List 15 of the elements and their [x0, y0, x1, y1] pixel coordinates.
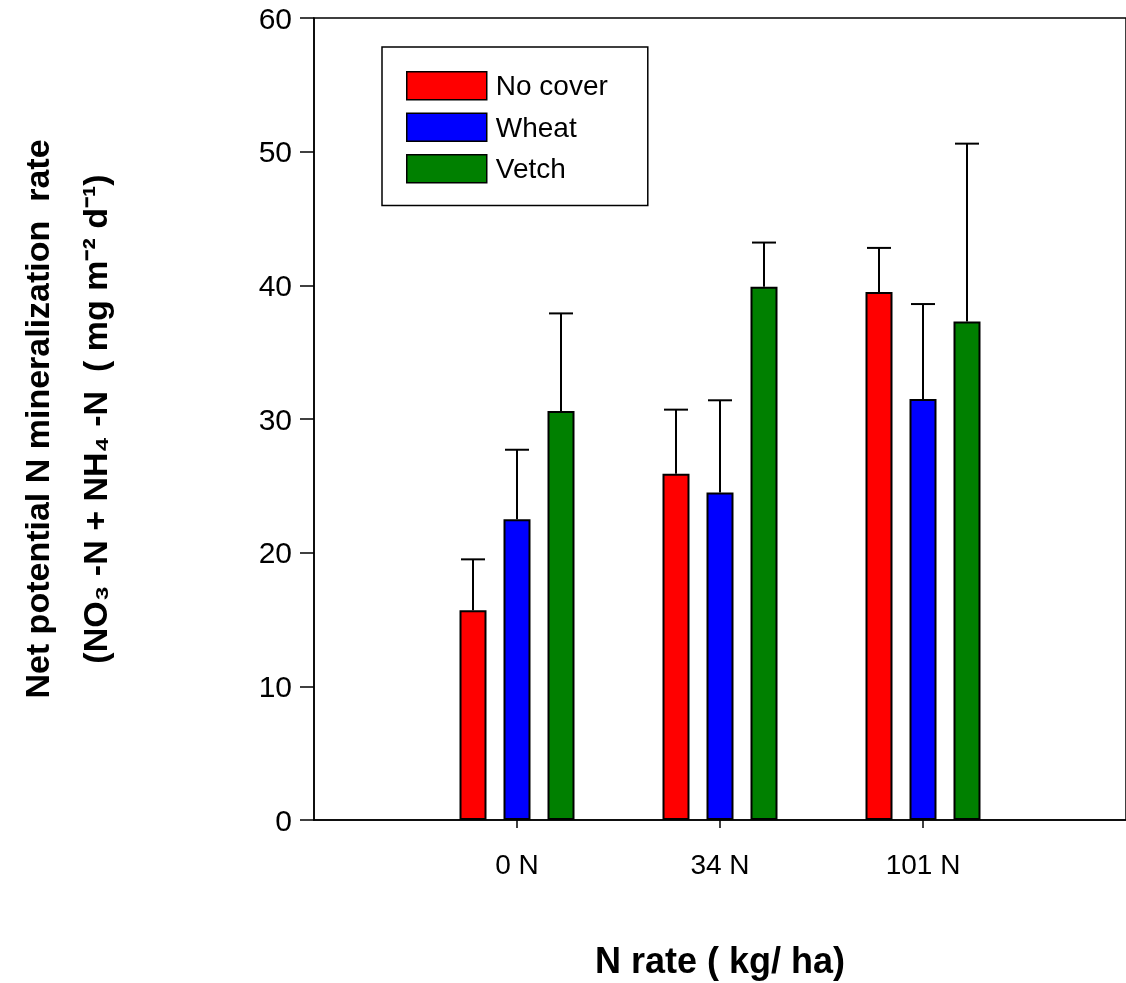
legend-label: No cover [495, 70, 608, 102]
y-tick-label: 0 [275, 803, 292, 837]
y-tick-label: 20 [258, 536, 292, 570]
x-tick-label: 34 N [690, 848, 750, 880]
y-axis-title: Net potential N mineralization rate (NO₃ -N + NH₄ -N ( mg m⁻² d⁻¹) [18, 139, 114, 699]
y-tick-label: 40 [258, 268, 292, 302]
legend-label: Vetch [495, 153, 566, 185]
legend-label: Wheat [495, 111, 577, 143]
y-tick-label: 30 [258, 402, 292, 436]
y-tick-label: 50 [258, 135, 292, 169]
x-axis-title: N rate ( kg/ ha) [594, 939, 846, 981]
x-tick-label: 101 N [885, 848, 961, 880]
x-tick-label: 0 N [495, 848, 539, 880]
y-tick-label: 60 [258, 1, 292, 35]
y-tick-label: 10 [258, 669, 292, 703]
